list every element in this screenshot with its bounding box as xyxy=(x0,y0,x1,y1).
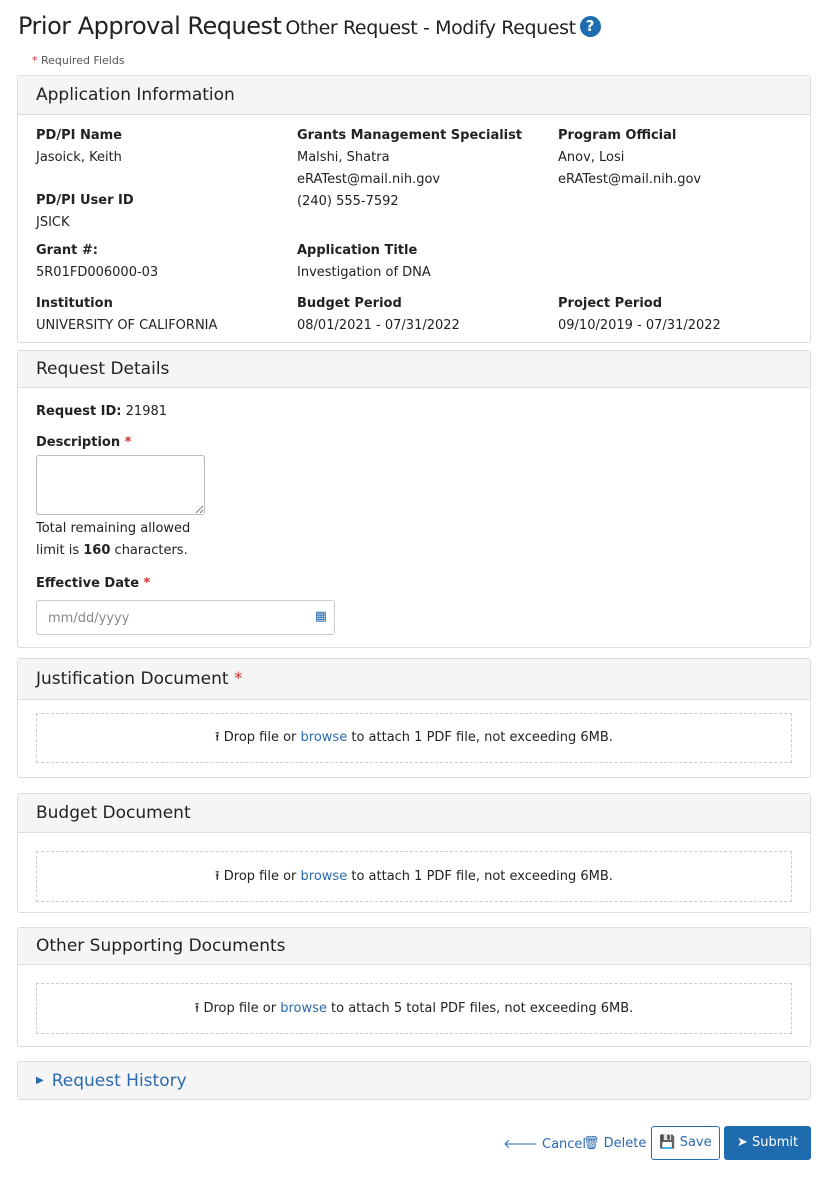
request-id: 21981 xyxy=(125,404,168,419)
apptitle-value: Investigation of DNA xyxy=(297,265,431,280)
gms-email: eRATest@mail.nih.gov xyxy=(297,172,441,187)
po-name: Anov, Losi xyxy=(558,150,625,165)
inst-value: UNIVERSITY OF CALIFORNIA xyxy=(36,318,218,333)
required-note: * Required Fields xyxy=(32,54,125,67)
paper-plane-icon: ➤ xyxy=(736,1135,748,1150)
trash-icon: 🗑 xyxy=(583,1136,600,1151)
file-drop-zone[interactable]: ⭱ Drop file or browse to attach 5 total … xyxy=(36,983,792,1034)
browse-link[interactable]: browse xyxy=(300,869,348,884)
userid-label: PD/PI User ID xyxy=(36,193,134,208)
project-label: Project Period xyxy=(558,296,663,311)
description-label: Description xyxy=(36,435,121,450)
cancel-button[interactable]: 🡐 Cancel xyxy=(503,1137,587,1152)
gms-label: Grants Management Specialist xyxy=(297,128,523,143)
caret-right-icon: ▶ xyxy=(36,1075,44,1086)
budget-label: Budget Period xyxy=(297,296,402,311)
upload-icon: ⭱ xyxy=(194,1001,200,1016)
panel-heading: Application Information xyxy=(18,76,810,115)
application-information-panel: Application Information PD/PI Name Jasoi… xyxy=(17,75,811,343)
request-details-panel: Request Details Request ID: 21981 Descri… xyxy=(17,350,811,648)
effective-date-input[interactable]: mm/dd/yyyy ▦ xyxy=(36,600,335,635)
effective-date-label: Effective Date xyxy=(36,576,140,591)
browse-link[interactable]: browse xyxy=(300,730,348,745)
po-label: Program Official xyxy=(558,128,677,143)
apptitle-label: Application Title xyxy=(297,243,418,258)
page-title: Prior Approval Request Other Request - Mo… xyxy=(18,12,601,40)
delete-button[interactable]: 🗑 Delete xyxy=(583,1136,647,1151)
request-id-label: Request ID: xyxy=(36,404,122,419)
project-value: 09/10/2019 - 07/31/2022 xyxy=(558,318,721,333)
po-email: eRATest@mail.nih.gov xyxy=(558,172,702,187)
budget-document-panel: Budget Document ⭱ Drop file or browse to… xyxy=(17,793,811,913)
gms-name: Malshi, Shatra xyxy=(297,150,390,165)
inst-label: Institution xyxy=(36,296,113,311)
gms-phone: (240) 555-7592 xyxy=(297,194,399,209)
grant-label: Grant #: xyxy=(36,243,98,258)
request-history-toggle[interactable]: ▶ Request History xyxy=(17,1061,811,1100)
userid-value: JSICK xyxy=(36,215,70,230)
file-drop-zone[interactable]: ⭱ Drop file or browse to attach 1 PDF fi… xyxy=(36,851,792,902)
other-supporting-documents-panel: Other Supporting Documents ⭱ Drop file o… xyxy=(17,927,811,1047)
submit-button[interactable]: ➤ Submit xyxy=(724,1126,811,1160)
save-icon: 💾 xyxy=(659,1135,676,1150)
upload-icon: ⭱ xyxy=(215,869,220,884)
calendar-icon[interactable]: ▦ xyxy=(314,609,327,624)
pdpi-value: Jasoick, Keith xyxy=(36,150,122,165)
save-button[interactable]: 💾 Save xyxy=(651,1126,720,1160)
page-subtitle: Other Request - Modify Request xyxy=(285,17,576,39)
grant-value: 5R01FD006000-03 xyxy=(36,265,159,280)
upload-icon: ⭱ xyxy=(215,730,220,745)
panel-heading: Request Details xyxy=(18,351,810,388)
justification-document-panel: Justification Document * ⭱ Drop file or … xyxy=(17,658,811,778)
file-drop-zone[interactable]: ⭱ Drop file or browse to attach 1 PDF fi… xyxy=(36,713,792,763)
browse-link[interactable]: browse xyxy=(280,1001,327,1016)
budget-value: 08/01/2021 - 07/31/2022 xyxy=(297,318,460,333)
pdpi-label: PD/PI Name xyxy=(36,128,122,143)
remaining-chars: Total remaining allowed limit is 160 char… xyxy=(36,521,191,558)
description-input[interactable] xyxy=(36,455,205,515)
question-circle-icon[interactable]: ? xyxy=(579,16,601,37)
